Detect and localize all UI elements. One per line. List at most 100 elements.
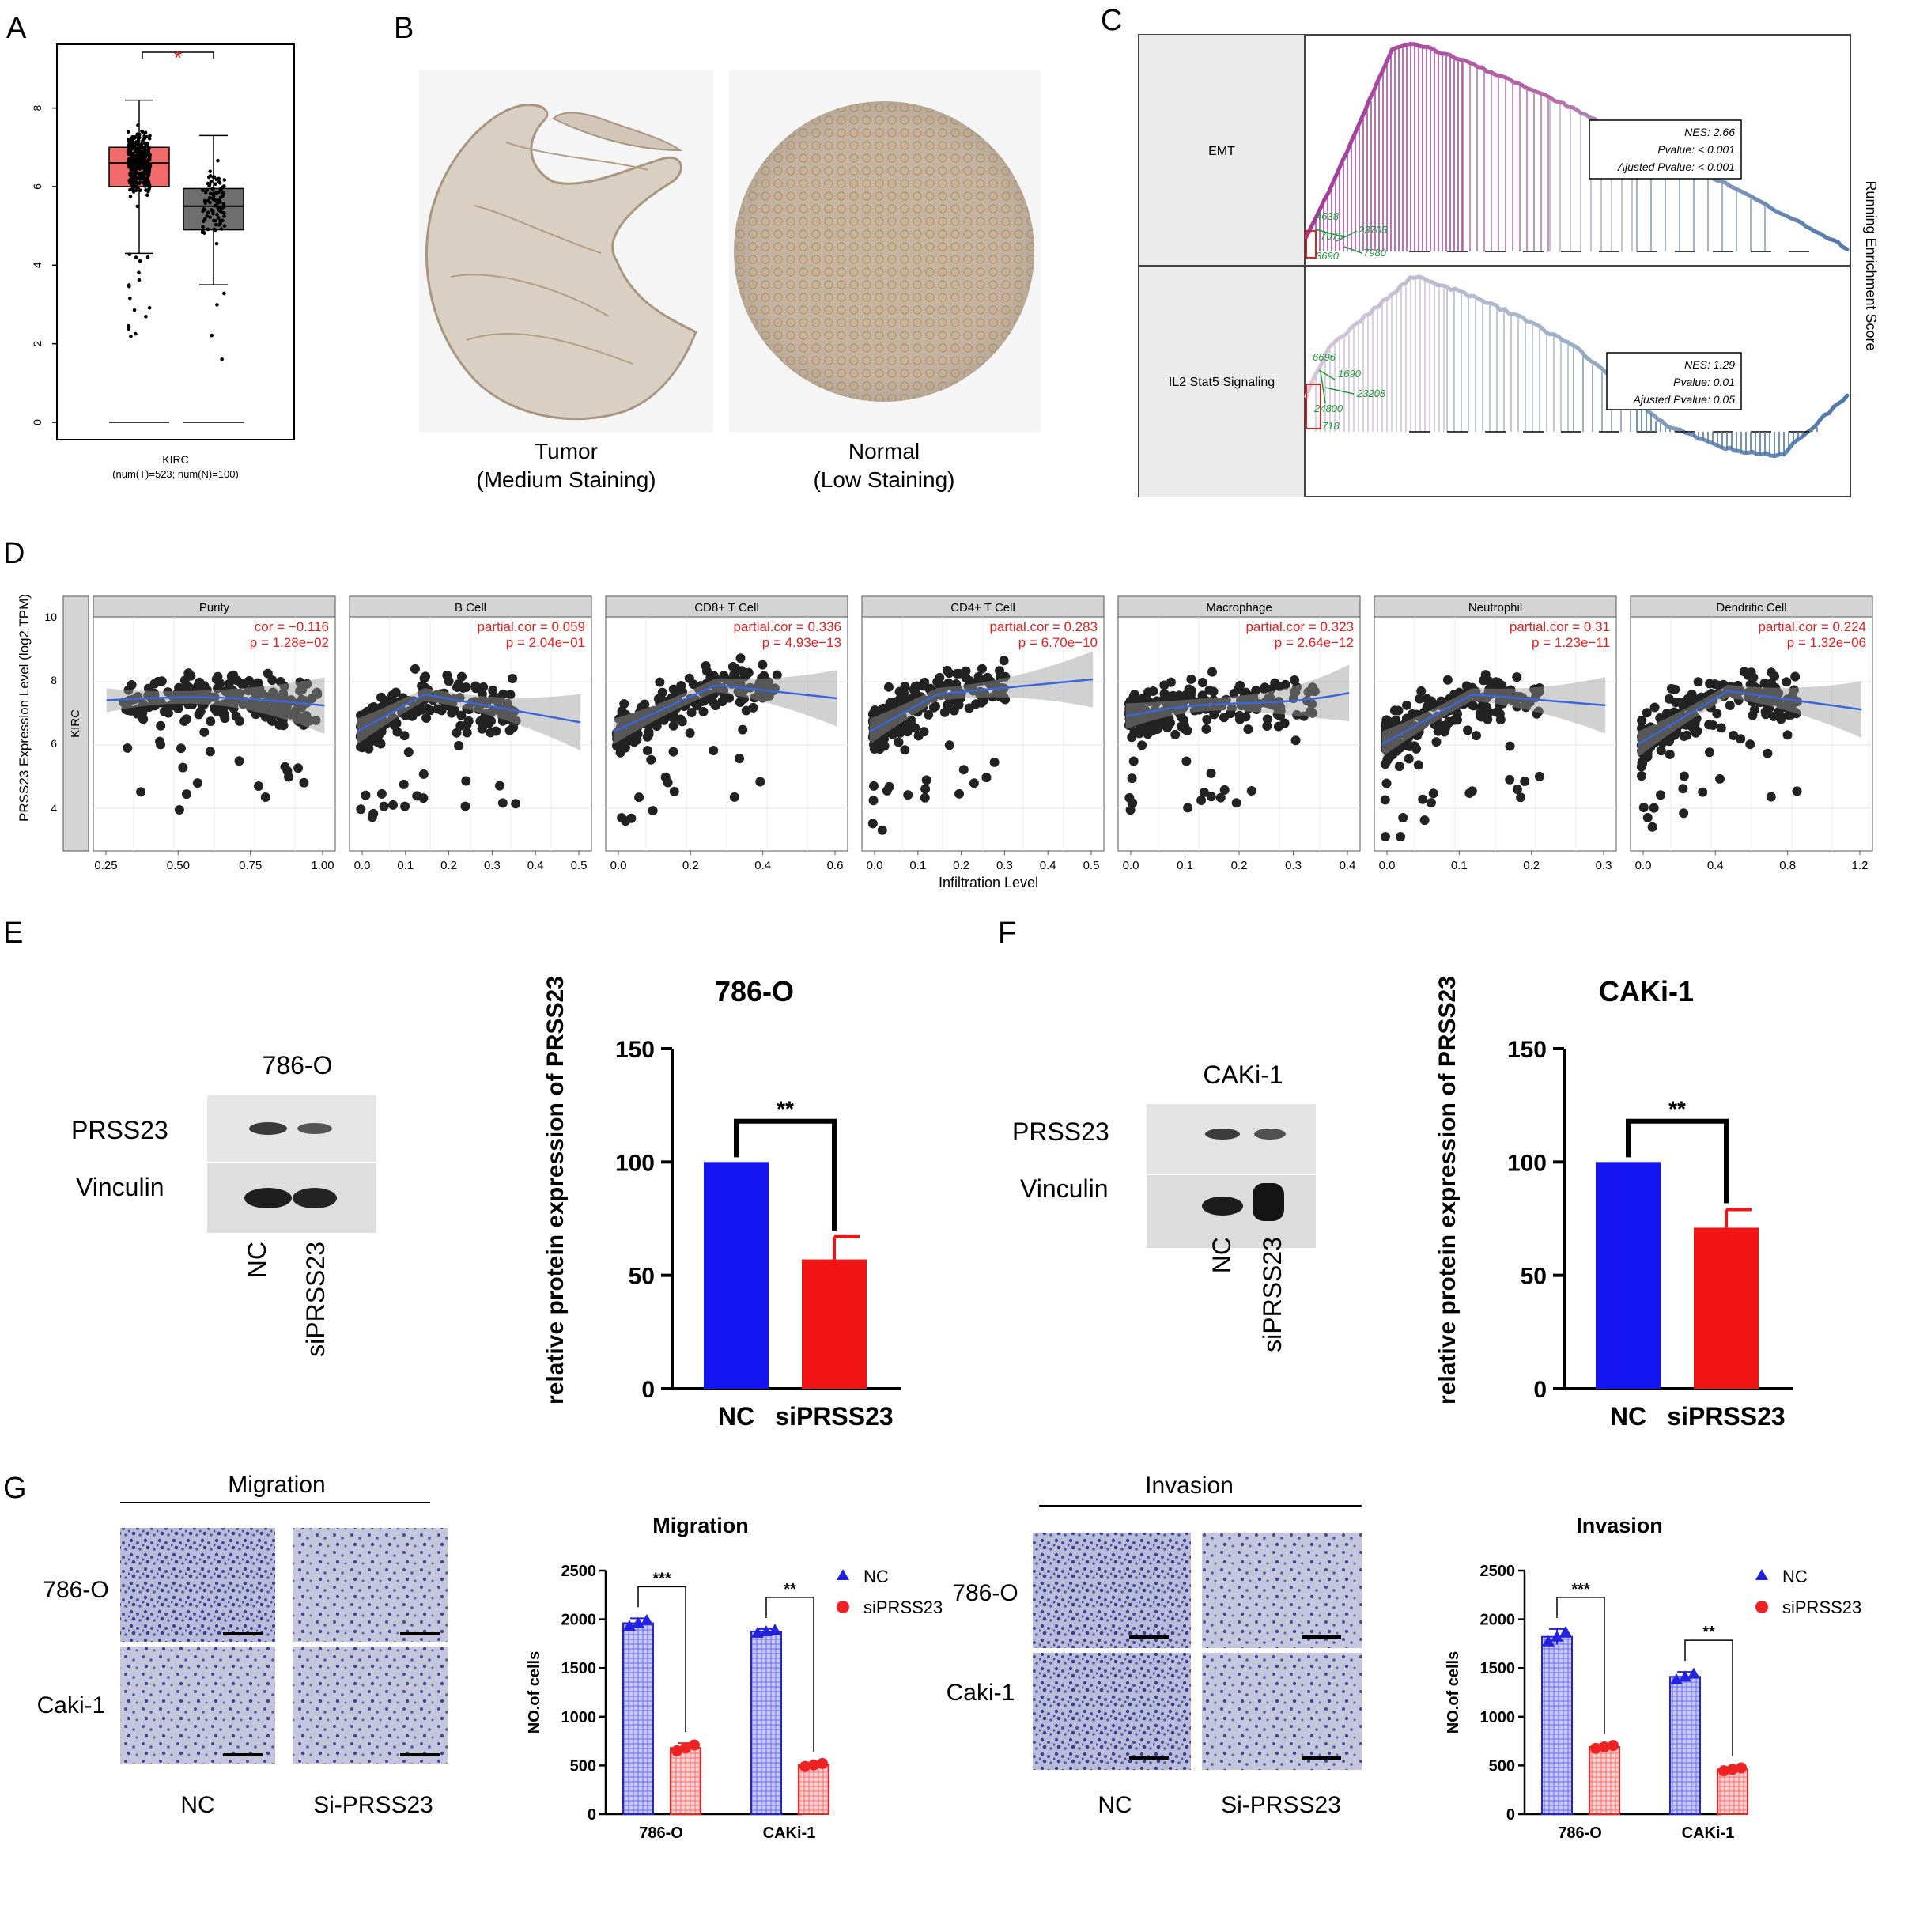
scatter-point (1208, 686, 1219, 697)
legend-label-si: siPRSS23 (863, 1597, 943, 1617)
y-tick-label: 2000 (561, 1612, 597, 1629)
e-row-prss23: PRSS23 (71, 1116, 168, 1144)
data-point (136, 123, 140, 127)
panel-strip (861, 595, 1105, 618)
data-point (143, 162, 148, 167)
data-point (145, 255, 150, 259)
y-tick-0: 0 (31, 419, 43, 425)
tumor-staining-label: (Medium Staining) (476, 467, 656, 492)
emt-stats-box (1589, 119, 1742, 180)
gsea-y-label: Running Enrichment Score (1863, 180, 1879, 350)
replicate-dot (817, 1757, 828, 1769)
x-tick-label: 0.8 (1779, 859, 1796, 872)
scatter-point (1759, 678, 1770, 688)
scatter-point (877, 825, 887, 835)
scatter-point (1736, 734, 1746, 744)
scatter-point (218, 709, 229, 720)
x-tick-label: 0.3 (484, 859, 501, 872)
scatter-point (1170, 729, 1181, 739)
scatter-point (1207, 705, 1218, 715)
data-point (210, 209, 215, 214)
scatter-point (1671, 698, 1681, 708)
y-tick-label: 500 (570, 1757, 596, 1775)
p-label: p = 1.23e−11 (1532, 635, 1610, 650)
panel-strip (605, 595, 848, 618)
loess-line (357, 694, 581, 733)
scatter-point (999, 656, 1009, 666)
scatter-point (362, 706, 372, 716)
tumor-tissue (425, 104, 697, 421)
replicate-dot (799, 1760, 811, 1772)
scatter-point (1397, 738, 1408, 748)
scatter-point (191, 687, 201, 698)
scatter-point (1716, 723, 1726, 733)
data-point (220, 357, 224, 361)
scatter-point (1770, 682, 1781, 693)
scatter-point (924, 709, 934, 720)
e-band-prss23-nc (249, 1122, 287, 1135)
data-point (222, 224, 227, 228)
scatter-point (1763, 748, 1773, 758)
y-tick-label: 0 (1506, 1806, 1515, 1824)
sig-bracket (734, 1118, 837, 1231)
replicate-dot (1718, 1765, 1729, 1777)
scatter-point (763, 679, 773, 690)
scatter-point (1712, 709, 1722, 719)
scatter-point (975, 690, 985, 700)
data-point (130, 167, 134, 171)
scatter-point (1127, 732, 1137, 743)
il2-gene-2: 1690 (1338, 368, 1362, 380)
confidence-ribbon (613, 670, 837, 745)
scatter-point (735, 754, 745, 764)
scatter-point (954, 788, 965, 799)
scatter-point (1206, 792, 1216, 802)
il2-stats-box (1606, 352, 1742, 410)
data-point (214, 222, 218, 227)
panel-e: E 786-O PRSS23 Vinculin NC siPRSS23 786-… (3, 917, 901, 1431)
x-tick-label: 0.4 (1340, 859, 1356, 872)
scatter-point (709, 745, 719, 755)
scatter-point (1656, 790, 1666, 800)
normal-tissue-texture (734, 101, 1034, 402)
scatter-point (900, 745, 910, 755)
scatter-point (156, 720, 166, 731)
box-plot-y-axis: 0 2 4 6 8 (31, 104, 57, 425)
scatter-point (136, 787, 146, 797)
data-point (213, 203, 217, 208)
scatter-point (894, 737, 904, 747)
data-point (142, 180, 146, 184)
x-category-label: 786-O (1558, 1824, 1602, 1842)
x-category-label: CAKi-1 (763, 1824, 816, 1842)
data-point (145, 193, 149, 197)
cor-label: partial.cor = 0.224 (1758, 619, 1866, 634)
scatter-point (1158, 694, 1169, 705)
x-tick-label: 0.3 (1285, 859, 1302, 872)
scatter-point (1649, 702, 1660, 713)
e-lane-nc: NC (243, 1242, 271, 1278)
scatter-point (506, 715, 516, 725)
panel-title: Neutrophil (1468, 601, 1522, 614)
data-point (142, 134, 146, 138)
cor-label: partial.cor = 0.059 (477, 619, 585, 634)
scatter-point (921, 775, 931, 785)
scatter-point (1471, 731, 1481, 741)
data-point (206, 198, 210, 203)
scatter-point (1262, 714, 1272, 724)
sig-bracket (1556, 1597, 1605, 1734)
scatter-point (1672, 725, 1682, 735)
scatter-point (1290, 675, 1300, 685)
x-tick-label: 0.2 (953, 859, 969, 872)
data-point (140, 129, 144, 134)
f-band-vinculin-nc (1202, 1197, 1243, 1216)
g-mig-col-nc: NC (180, 1792, 214, 1818)
data-point (211, 175, 215, 180)
f-lane-nc: NC (1207, 1237, 1236, 1273)
scatter-point (684, 673, 694, 683)
enrichment-curve (1304, 42, 1850, 251)
confidence-ribbon (869, 651, 1094, 745)
panel-title: Dendritic Cell (1716, 601, 1786, 614)
data-point (136, 138, 141, 143)
scatter-point (1411, 709, 1422, 720)
scatter-point (388, 800, 399, 810)
